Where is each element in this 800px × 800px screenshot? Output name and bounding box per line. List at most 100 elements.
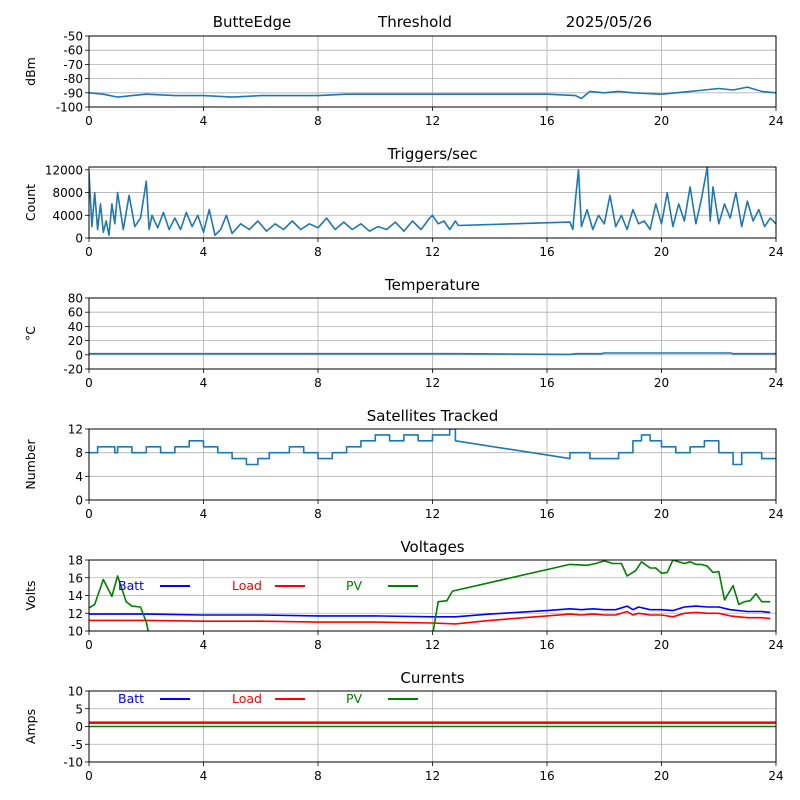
y-tick-label: 8	[75, 446, 83, 460]
y-tick-label: -50	[63, 30, 83, 44]
y-tick-label: 4	[75, 470, 83, 484]
x-tick-label: 4	[200, 114, 208, 128]
x-tick-label: 24	[768, 245, 783, 259]
y-tick-label: 10	[68, 685, 83, 699]
x-tick-label: 4	[200, 507, 208, 521]
x-tick-label: 12	[425, 638, 440, 652]
y-tick-label: 40	[68, 320, 83, 334]
y-axis-label: Number	[23, 439, 38, 490]
series-line-pv	[89, 560, 771, 631]
x-tick-label: 16	[539, 638, 554, 652]
series-line-1	[89, 167, 776, 236]
x-tick-label: 20	[654, 507, 669, 521]
chart-title: Triggers/sec	[387, 145, 478, 163]
x-tick-label: 24	[768, 376, 783, 390]
chart-panel-4: 0 4 8 12 16 20 24 0 4 8 12 Satellites Tracked Number	[23, 407, 784, 521]
y-tick-label: 5	[75, 702, 83, 716]
x-tick-label: 8	[314, 245, 322, 259]
y-tick-label: 0	[75, 348, 83, 362]
series-line-1	[89, 352, 776, 356]
x-tick-label: 20	[654, 114, 669, 128]
y-tick-label: 12	[68, 423, 83, 437]
chart-title: Currents	[400, 669, 464, 687]
series-line-load	[89, 610, 771, 625]
x-tick-label: 0	[85, 507, 93, 521]
y-tick-label: -100	[56, 101, 83, 115]
series-line-1	[89, 429, 776, 466]
y-tick-label: 4000	[52, 209, 83, 223]
chart-panel-1: 0 4 8 12 16 20 24 -100-90-80-70-60-50 dBm	[23, 30, 784, 129]
x-tick-label: 12	[425, 245, 440, 259]
legend: Batt Load PV	[118, 578, 418, 593]
y-axis-label: Volts	[23, 580, 38, 610]
x-tick-label: 16	[539, 769, 554, 783]
y-axis-label: °C	[23, 326, 38, 341]
y-tick-label: 0	[75, 494, 83, 508]
x-tick-label: 24	[768, 638, 783, 652]
y-tick-label: 10	[68, 625, 83, 639]
x-tick-label: 20	[654, 245, 669, 259]
y-tick-label: -10	[63, 756, 83, 770]
x-tick-label: 0	[85, 114, 93, 128]
y-tick-label: 0	[75, 232, 83, 246]
x-tick-label: 20	[654, 769, 669, 783]
y-tick-label: -5	[71, 738, 83, 752]
x-tick-label: 16	[539, 376, 554, 390]
chart-title: Voltages	[400, 538, 464, 556]
y-axis-label: dBm	[23, 57, 38, 86]
chart-title: Temperature	[384, 276, 480, 294]
y-tick-label: -70	[63, 58, 83, 72]
chart-title: Satellites Tracked	[367, 407, 498, 425]
legend-label-pv: PV	[346, 691, 363, 706]
x-tick-label: 8	[314, 638, 322, 652]
x-tick-label: 4	[200, 376, 208, 390]
header-site: ButteEdge	[213, 13, 292, 31]
header-mode: Threshold	[377, 13, 452, 31]
x-tick-label: 12	[425, 769, 440, 783]
x-tick-label: 20	[654, 376, 669, 390]
x-tick-label: 0	[85, 245, 93, 259]
x-tick-label: 24	[768, 769, 783, 783]
y-tick-label: 0	[75, 720, 83, 734]
y-tick-label: 12	[68, 607, 83, 621]
chart-panel-5: 0 4 8 12 16 20 24 10 12 14 16 18 Voltages Volts Batt Lo…	[23, 538, 784, 652]
series-line-batt	[89, 605, 771, 618]
legend-label-batt: Batt	[118, 691, 144, 706]
y-tick-label: 14	[68, 589, 83, 603]
legend: Batt Load PV	[118, 691, 418, 706]
x-tick-label: 0	[85, 638, 93, 652]
series-line-1	[89, 86, 776, 100]
legend-label-load: Load	[232, 691, 262, 706]
x-tick-label: 8	[314, 114, 322, 128]
legend-label-load: Load	[232, 578, 262, 593]
legend-label-pv: PV	[346, 578, 363, 593]
y-tick-label: -60	[63, 44, 83, 58]
y-tick-label: -20	[63, 363, 83, 377]
legend-label-batt: Batt	[118, 578, 144, 593]
y-tick-label: 16	[68, 571, 83, 585]
x-tick-label: 12	[425, 507, 440, 521]
chart-panel-6: 0 4 8 12 16 20 24 -10 -5 0 5 10 Currents Amps Batt Load…	[23, 669, 784, 783]
x-tick-label: 4	[200, 245, 208, 259]
x-tick-label: 12	[425, 114, 440, 128]
y-tick-label: 80	[68, 292, 83, 306]
x-tick-label: 20	[654, 638, 669, 652]
chart-panel-2: 0 4 8 12 16 20 24 0 4000 8000 12000 Triggers/sec Cou…	[23, 145, 784, 259]
y-axis-label: Amps	[23, 709, 38, 744]
x-tick-label: 8	[314, 376, 322, 390]
x-tick-label: 16	[539, 114, 554, 128]
y-tick-label: 20	[68, 334, 83, 348]
x-tick-label: 8	[314, 769, 322, 783]
y-tick-label: 60	[68, 306, 83, 320]
y-tick-label: -80	[63, 72, 83, 86]
y-tick-label: -90	[63, 86, 83, 100]
x-tick-label: 4	[200, 638, 208, 652]
x-tick-label: 12	[425, 376, 440, 390]
header-date: 2025/05/26	[566, 13, 652, 31]
y-tick-label: 18	[68, 554, 83, 568]
x-tick-label: 24	[768, 507, 783, 521]
y-axis-label: Count	[23, 184, 38, 221]
